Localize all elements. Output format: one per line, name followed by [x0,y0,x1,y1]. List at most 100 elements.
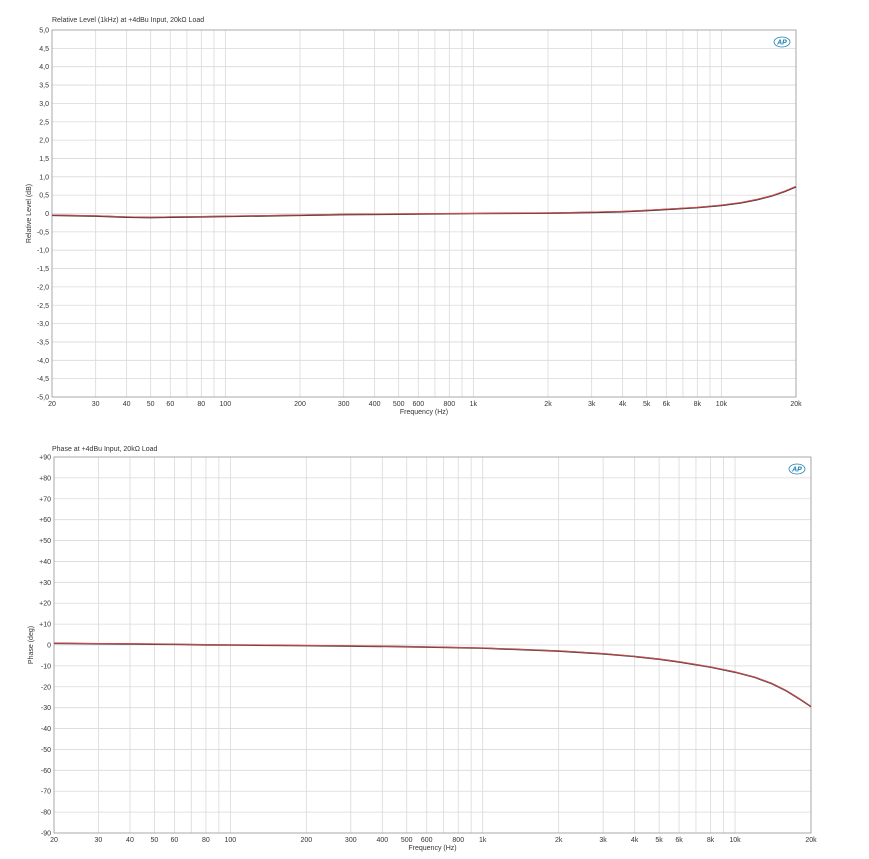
y-tick-label: 3,0 [39,101,49,108]
level-chart-x-ticks: 20 30 40 50 60 80 100 200 300 400 500 600 800 1k 2k 3k 4… [48,401,802,408]
y-tick-label: +40 [39,559,51,566]
phase-chart-y-ticks: +90 +80 +70 +60 +50 +40 +30 +20 +10 0 -10 -20 -30 -40… [39,455,51,838]
y-tick-label: -90 [41,831,51,838]
y-tick-label: +10 [39,622,51,629]
x-tick-label: 800 [452,837,464,844]
phase-chart-y-label: Phase (deg) [28,626,35,664]
y-tick-label: 1,0 [39,174,49,181]
level-chart: Relative Level (1kHz) at +4dBu Input, 20… [26,17,802,416]
y-tick-label: 4,5 [39,46,49,53]
phase-chart-title: Phase at +4dBu Input, 20kΩ Load [52,446,158,453]
y-tick-label: 5,0 [39,28,49,35]
y-tick-label: -10 [41,663,51,670]
phase-chart-series [53,642,812,708]
y-tick-label: -30 [41,705,51,712]
series-line-ch2 [53,642,812,707]
x-tick-label: 2k [555,837,563,844]
y-tick-label: +70 [39,496,51,503]
series-line-ch1 [53,642,812,708]
x-tick-label: 60 [170,837,178,844]
x-tick-label: 2k [544,401,552,408]
level-chart-title: Relative Level (1kHz) at +4dBu Input, 20… [52,17,204,24]
x-tick-label: 80 [197,401,205,408]
y-tick-label: -0,5 [37,229,49,236]
x-tick-label: 500 [401,837,413,844]
ap-logo-text: AP [791,467,802,474]
x-tick-label: 40 [123,401,131,408]
x-tick-label: 1k [470,401,478,408]
level-chart-y-ticks: 5,0 4,5 4,0 3,5 3,0 2,5 2,0 1,5 1,0 0,5 0 -0,5 -1,0 -… [37,28,49,402]
x-tick-label: 6k [663,401,671,408]
x-tick-label: 60 [166,401,174,408]
x-tick-label: 4k [619,401,627,408]
y-tick-label: +80 [39,475,51,482]
y-tick-label: -4,0 [37,358,49,365]
y-tick-label: -2,0 [37,284,49,291]
y-tick-label: -40 [41,726,51,733]
y-tick-label: 0 [45,211,49,218]
y-tick-label: +60 [39,517,51,524]
x-tick-label: 3k [599,837,607,844]
y-tick-label: 0,5 [39,193,49,200]
x-tick-label: 100 [225,837,237,844]
y-tick-label: -2,5 [37,303,49,310]
x-tick-label: 200 [294,401,306,408]
y-tick-label: 1,5 [39,156,49,163]
x-tick-label: 3k [588,401,596,408]
x-tick-label: 400 [376,837,388,844]
level-chart-frame [51,29,797,398]
x-tick-label: 8k [707,837,715,844]
level-chart-series [51,185,797,219]
x-tick-label: 30 [92,401,100,408]
y-tick-label: +50 [39,538,51,545]
y-tick-label: 0 [47,643,51,650]
x-tick-label: 100 [220,401,232,408]
y-tick-label: -50 [41,747,51,754]
x-tick-label: 30 [95,837,103,844]
ap-logo-icon: AP [773,36,791,48]
level-chart-y-label: Relative Level (dB) [26,184,33,243]
y-tick-label: -1,0 [37,248,49,255]
x-tick-label: 600 [412,401,424,408]
y-tick-label: 3,5 [39,83,49,90]
y-tick-label: +20 [39,601,51,608]
phase-chart-x-label: Frequency (Hz) [408,845,456,852]
y-tick-label: -3,5 [37,339,49,346]
y-tick-label: -4,5 [37,376,49,383]
series-line-ch1 [51,185,797,219]
x-tick-label: 300 [338,401,350,408]
y-tick-label: +90 [39,455,51,462]
ap-logo-icon: AP [788,463,806,475]
y-tick-label: -1,5 [37,266,49,273]
x-tick-label: 300 [345,837,357,844]
y-tick-label: +30 [39,580,51,587]
x-tick-label: 10k [716,401,728,408]
x-tick-label: 10k [729,837,741,844]
phase-chart: Phase at +4dBu Input, 20kΩ Load +90 +80 +7… [28,446,817,852]
x-tick-label: 8k [694,401,702,408]
x-tick-label: 600 [421,837,433,844]
ap-logo-text: AP [776,40,787,47]
y-tick-label: -60 [41,768,51,775]
y-tick-label: -20 [41,684,51,691]
x-tick-label: 800 [443,401,455,408]
x-tick-label: 40 [126,837,134,844]
y-tick-label: 4,0 [39,64,49,71]
x-tick-label: 20 [48,401,56,408]
y-tick-label: -5,0 [37,395,49,402]
x-tick-label: 500 [393,401,405,408]
y-tick-label: 2,0 [39,138,49,145]
x-tick-label: 5k [643,401,651,408]
x-tick-label: 50 [151,837,159,844]
y-tick-label: 2,5 [39,119,49,126]
y-tick-label: -80 [41,810,51,817]
level-chart-x-label: Frequency (Hz) [400,409,448,416]
x-tick-label: 400 [369,401,381,408]
y-tick-label: -3,0 [37,321,49,328]
x-tick-label: 20 [50,837,58,844]
x-tick-label: 200 [300,837,312,844]
x-tick-label: 1k [479,837,487,844]
x-tick-label: 50 [147,401,155,408]
x-tick-label: 20k [805,837,817,844]
